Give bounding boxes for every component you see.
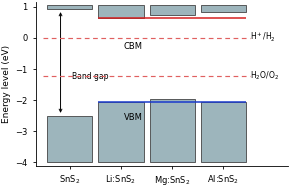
Bar: [150, 5, 195, 15]
Bar: [150, 99, 195, 163]
Text: CBM: CBM: [124, 42, 142, 51]
Bar: [201, 102, 246, 163]
Bar: [98, 102, 144, 163]
Y-axis label: Energy level (eV): Energy level (eV): [2, 45, 11, 123]
Text: VBM: VBM: [124, 113, 142, 122]
Bar: [201, 5, 246, 12]
Bar: [98, 5, 144, 18]
Text: H$_2$O/O$_2$: H$_2$O/O$_2$: [250, 70, 279, 82]
Bar: [47, 5, 92, 9]
Text: H$^+$/H$_2$: H$^+$/H$_2$: [250, 30, 276, 43]
Bar: [47, 116, 92, 163]
Text: Band gap: Band gap: [72, 72, 108, 81]
